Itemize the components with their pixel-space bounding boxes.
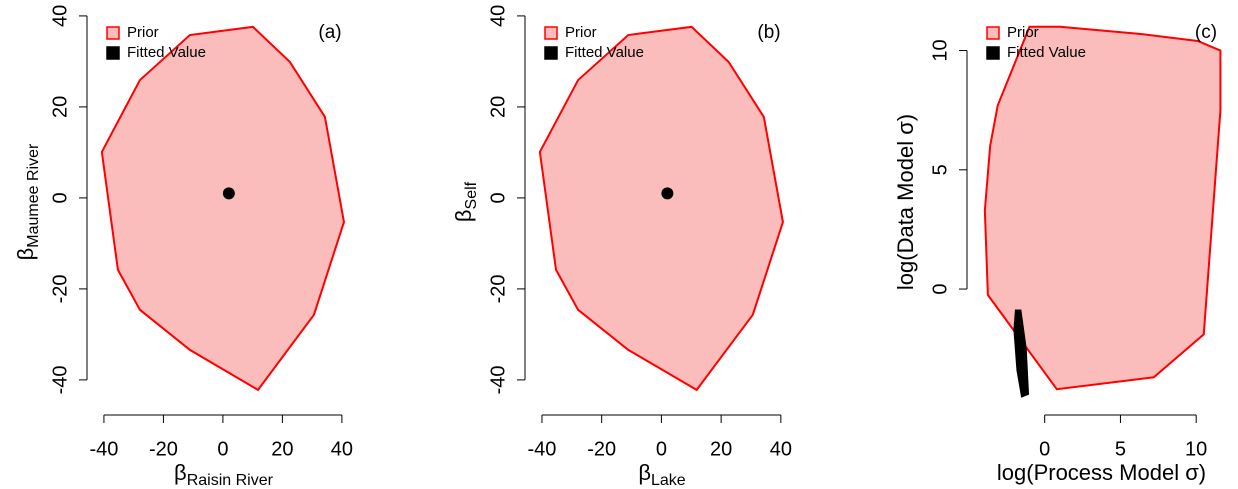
y-label-main: β <box>13 248 38 261</box>
legend-swatch <box>106 46 120 60</box>
legend-label: Fitted Value <box>565 44 644 61</box>
x-tick-label: 0 <box>656 438 667 460</box>
y-label-sub: Maumee River <box>25 143 42 248</box>
x-label-main: β <box>174 460 187 485</box>
y-axis-label: βMaumee River <box>13 143 42 260</box>
panel-label: (c) <box>1195 22 1217 43</box>
region <box>983 25 1222 391</box>
y-tick-label: 20 <box>487 96 509 118</box>
y-tick-label: 0 <box>929 283 951 294</box>
legend-swatch <box>106 26 120 40</box>
x-tick-label: 10 <box>1185 438 1207 460</box>
y-tick-label: -40 <box>487 365 509 394</box>
y-tick-label: 0 <box>487 192 509 203</box>
legend-label: Fitted Value <box>1007 44 1086 61</box>
y-axis-label: βSelf <box>451 181 480 222</box>
x-tick-label: 40 <box>770 438 792 460</box>
x-tick-label: 20 <box>710 438 732 460</box>
x-tick-label: 5 <box>1115 438 1126 460</box>
y-tick-label: 10 <box>929 39 951 61</box>
region <box>1013 309 1030 398</box>
x-label-main: log(Process Model σ) <box>997 460 1206 485</box>
x-axis-label: βRaisin River <box>174 460 274 489</box>
y-tick-label: 40 <box>487 5 509 27</box>
region <box>100 25 345 392</box>
y-tick-label: 0 <box>49 192 71 203</box>
x-tick-label: 0 <box>1039 438 1050 460</box>
x-tick-label: 0 <box>217 438 228 460</box>
legend-label: Prior <box>565 24 597 41</box>
x-label-sub: Lake <box>651 472 686 489</box>
x-tick-label: -40 <box>89 438 118 460</box>
x-label-main: β <box>638 460 651 485</box>
y-tick-label: 40 <box>49 5 71 27</box>
x-tick-label: -40 <box>528 438 557 460</box>
x-tick-label: -20 <box>587 438 616 460</box>
y-label-main: log(Data Model σ) <box>893 114 918 290</box>
y-tick-label: -20 <box>487 274 509 303</box>
x-tick-label: 20 <box>271 438 293 460</box>
legend-label: Prior <box>1007 24 1039 41</box>
legend-label: Prior <box>127 24 159 41</box>
panel-label: (a) <box>318 22 341 43</box>
y-label-sub: Self <box>463 181 480 209</box>
y-label-main: β <box>451 209 476 222</box>
y-tick-label: 20 <box>49 96 71 118</box>
region <box>538 25 784 392</box>
legend-swatch <box>986 26 1000 40</box>
panel-label: (b) <box>757 22 780 43</box>
y-tick-label: -20 <box>49 274 71 303</box>
point <box>222 187 235 200</box>
legend-swatch <box>544 46 558 60</box>
x-tick-label: 40 <box>331 438 353 460</box>
legend-swatch <box>986 46 1000 60</box>
legend-swatch <box>544 26 558 40</box>
x-axis-label: log(Process Model σ) <box>997 460 1206 485</box>
legend-label: Fitted Value <box>127 44 206 61</box>
x-label-sub: Raisin River <box>187 472 274 489</box>
x-tick-label: -20 <box>149 438 178 460</box>
point <box>661 187 674 200</box>
y-tick-label: -40 <box>49 365 71 394</box>
x-axis-label: βLake <box>638 460 685 489</box>
y-axis-label: log(Data Model σ) <box>893 114 918 290</box>
y-tick-label: 5 <box>929 164 951 175</box>
